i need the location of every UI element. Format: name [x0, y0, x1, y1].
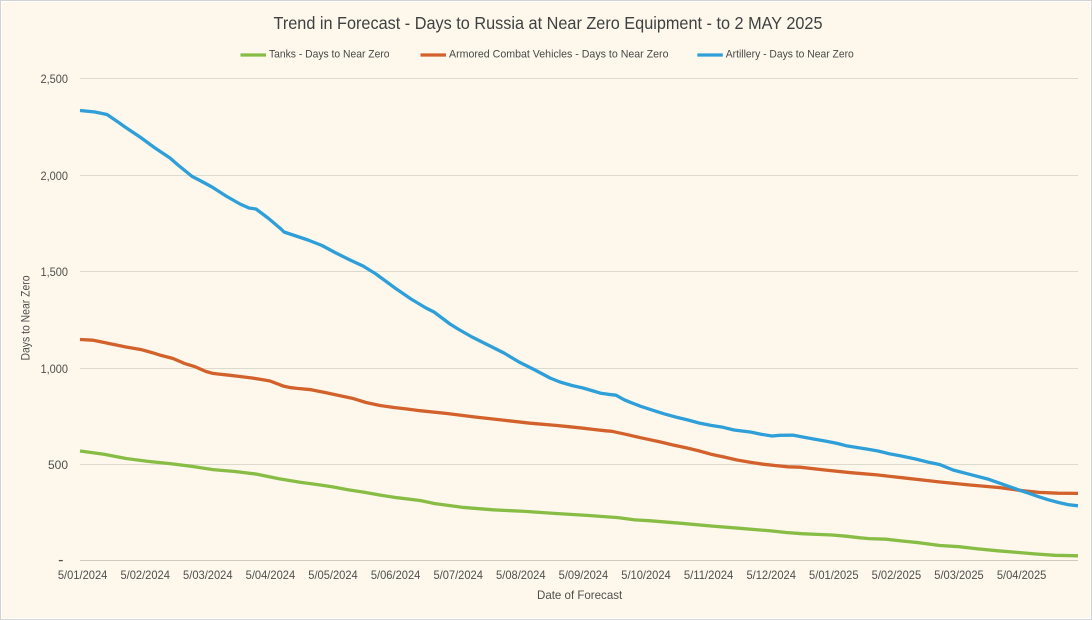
svg-text:5/04/2025: 5/04/2025 [997, 568, 1047, 582]
svg-text:5/09/2024: 5/09/2024 [559, 568, 609, 582]
svg-text:5/02/2025: 5/02/2025 [872, 568, 922, 582]
svg-text:5/03/2025: 5/03/2025 [934, 568, 984, 582]
svg-text:5/08/2024: 5/08/2024 [496, 568, 546, 582]
svg-text:5/04/2024: 5/04/2024 [246, 568, 296, 582]
svg-text:1,000: 1,000 [41, 362, 69, 376]
svg-text:5/10/2024: 5/10/2024 [621, 568, 671, 582]
svg-text:Tanks - Days to Near Zero: Tanks - Days to Near Zero [269, 49, 390, 61]
svg-text:5/05/2024: 5/05/2024 [308, 568, 358, 582]
svg-text:Artillery - Days to Near Zero: Artillery - Days to Near Zero [726, 49, 854, 61]
svg-text:Trend in Forecast - Days to Ru: Trend in Forecast - Days to Russia at Ne… [274, 13, 823, 33]
svg-text:5/02/2024: 5/02/2024 [120, 568, 170, 582]
svg-text:5/01/2024: 5/01/2024 [58, 568, 108, 582]
svg-text:5/07/2024: 5/07/2024 [433, 568, 483, 582]
svg-text:2,500: 2,500 [41, 72, 69, 86]
svg-text:Armored Combat Vehicles - Days: Armored Combat Vehicles - Days to Near Z… [449, 49, 669, 61]
svg-text:5/03/2024: 5/03/2024 [183, 568, 233, 582]
svg-text:500: 500 [48, 458, 68, 472]
svg-text:5/12/2024: 5/12/2024 [746, 568, 796, 582]
svg-text:5/01/2025: 5/01/2025 [809, 568, 859, 582]
svg-text:5/06/2024: 5/06/2024 [371, 568, 421, 582]
svg-text:2,000: 2,000 [41, 169, 69, 183]
svg-text:1,500: 1,500 [41, 265, 69, 279]
svg-text:5/11/2024: 5/11/2024 [684, 568, 734, 582]
svg-text:Date of Forecast: Date of Forecast [537, 588, 623, 602]
svg-text:Days to Near Zero: Days to Near Zero [19, 275, 33, 360]
